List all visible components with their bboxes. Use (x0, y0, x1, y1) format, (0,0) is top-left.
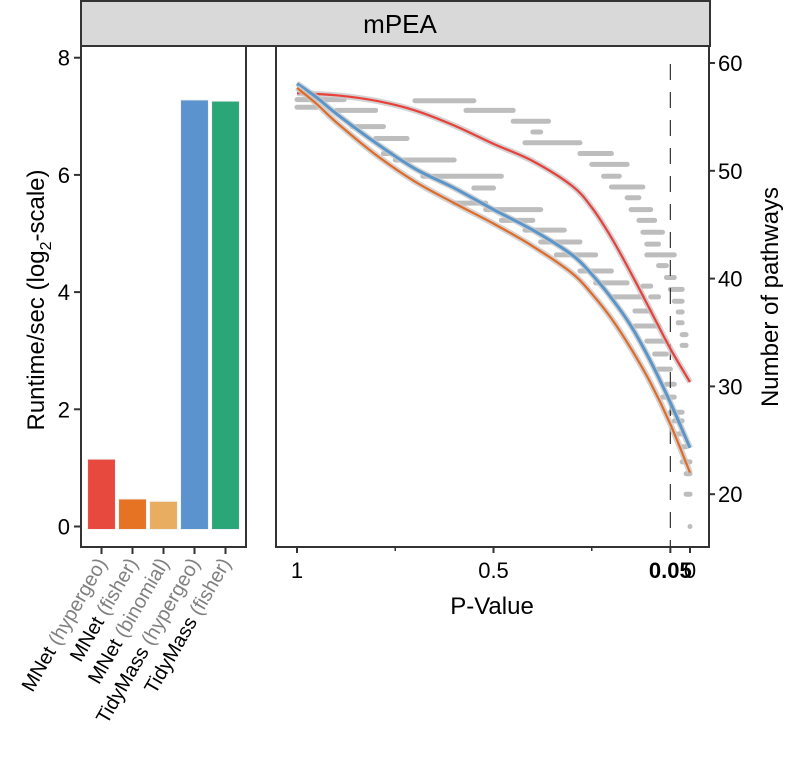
bar-y-axis-title-subscript: 2 (38, 241, 55, 250)
line-y-tick-label-0: 20 (718, 482, 742, 507)
line-y-axis-title: Number of pathways (757, 187, 784, 407)
bar-y-axis-title-tail: -scale) (23, 170, 50, 242)
line-x-tick-label-0: 1 (291, 558, 303, 583)
line-x-tick-label-3: 0 (684, 558, 696, 583)
pathway-line-panel: 1 0.5 0.050 20 30 40 50 60 P-Value Number of p… (275, 45, 784, 620)
line-x-tick-label-1: 0.5 (478, 558, 509, 583)
bar-y-tick-label-3: 6 (58, 163, 70, 188)
line-y-tick-label-1: 30 (718, 374, 742, 399)
series-orange-line (296, 86, 692, 474)
facet-strip-background (80, 0, 711, 47)
line-x-axis: 1 0.5 0.050 (291, 547, 696, 583)
facet-strip: mPEA (80, 0, 711, 47)
line-y-tick-label-3: 50 (718, 159, 742, 184)
bar-x-tick-label-tool: MNet (18, 638, 64, 695)
bar-2 (149, 500, 178, 530)
bar-group (87, 99, 240, 530)
line-x-axis-title: P-Value (450, 593, 534, 620)
bar-y-tick-label-2: 4 (58, 280, 70, 305)
smooth-line-group (295, 81, 693, 474)
line-y-tick-label-2: 40 (718, 267, 742, 292)
line-x-tick-label-2: 0.05 (649, 558, 692, 583)
raw-point-group (294, 97, 693, 530)
bar-y-axis-title-main: Runtime/sec (log (23, 250, 50, 430)
bar-1 (118, 498, 147, 530)
bar-y-tick-label-4: 8 (58, 46, 70, 71)
series-red-line (296, 92, 691, 383)
bar-y-tick-label-0: 0 (58, 514, 70, 539)
bar-y-axis: 0 2 4 6 8 (58, 46, 81, 539)
bar-y-axis-title: Runtime/sec (log2-scale) (23, 170, 55, 431)
line-y-axis: 20 30 40 50 60 (709, 51, 742, 507)
bar-x-axis: MNet (hypergeo)MNet (fisher)MNet (binomi… (18, 547, 236, 728)
bar-y-tick-label-1: 2 (58, 397, 70, 422)
bar-4 (211, 100, 240, 530)
bar-3 (180, 99, 209, 530)
series-blue-line (296, 82, 692, 449)
runtime-bar-panel: 0 2 4 6 8 MNet (hypergeo)MNet (fisher)MNet (… (18, 45, 247, 728)
facet-strip-title: mPEA (363, 9, 437, 39)
line-y-tick-label-4: 60 (718, 51, 742, 76)
bar-0 (87, 458, 116, 530)
